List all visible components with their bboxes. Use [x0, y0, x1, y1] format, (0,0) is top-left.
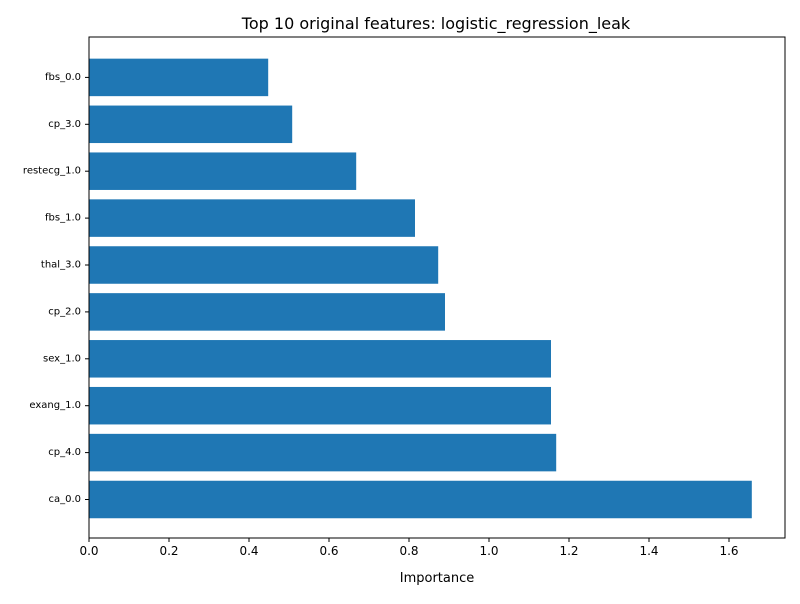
y-tick-label: restecg_1.0: [23, 166, 81, 177]
x-tick-label: 1.2: [559, 544, 578, 558]
plot-frame: [88, 36, 786, 539]
x-tick-label: 0.4: [239, 544, 258, 558]
y-tick-label: ca_0.0: [48, 494, 81, 505]
bar-exang_1.0: [89, 386, 551, 425]
x-tick-label: 0.2: [159, 544, 178, 558]
bars: [89, 58, 752, 519]
bar-fbs_1.0: [89, 199, 415, 237]
bar-cp_4.0: [89, 433, 557, 472]
y-tick-label: sex_1.0: [43, 353, 81, 364]
x-tick-label: 0.8: [399, 544, 418, 558]
bar-restecg_1.0: [89, 152, 357, 190]
y-tick-label: thal_3.0: [41, 260, 81, 271]
x-tick-label: 0.0: [79, 544, 98, 558]
x-tick-label: 1.6: [719, 544, 738, 558]
y-tick-label: cp_2.0: [48, 306, 81, 317]
y-tick-label: fbs_0.0: [45, 72, 81, 83]
bar-thal_3.0: [89, 246, 439, 284]
x-tick-label: 1.0: [479, 544, 498, 558]
bar-sex_1.0: [89, 340, 551, 378]
y-tick-label: cp_3.0: [48, 119, 81, 130]
bar-fbs_0.0: [89, 58, 269, 97]
bar-ca_0.0: [89, 480, 752, 519]
y-tick-label: fbs_1.0: [45, 213, 81, 224]
y-axis-ticks: ca_0.0 cp_4.0 exang_1.0 sex_1.0 cp_2.0 thal_3…: [23, 72, 89, 505]
x-tick-label: 1.4: [639, 544, 658, 558]
y-tick-label: cp_4.0: [48, 447, 81, 458]
y-tick-label: exang_1.0: [29, 400, 81, 411]
bar-cp_2.0: [89, 293, 445, 331]
x-axis-label: Importance: [400, 571, 475, 586]
x-axis-ticks: 0.0 0.2 0.4 0.6 0.8 1.0 1.2 1.4 1.6: [79, 538, 739, 558]
x-tick-label: 0.6: [319, 544, 338, 558]
chart-title: Top 10 original features: logistic_regre…: [241, 14, 631, 34]
bar-cp_3.0: [89, 105, 293, 144]
